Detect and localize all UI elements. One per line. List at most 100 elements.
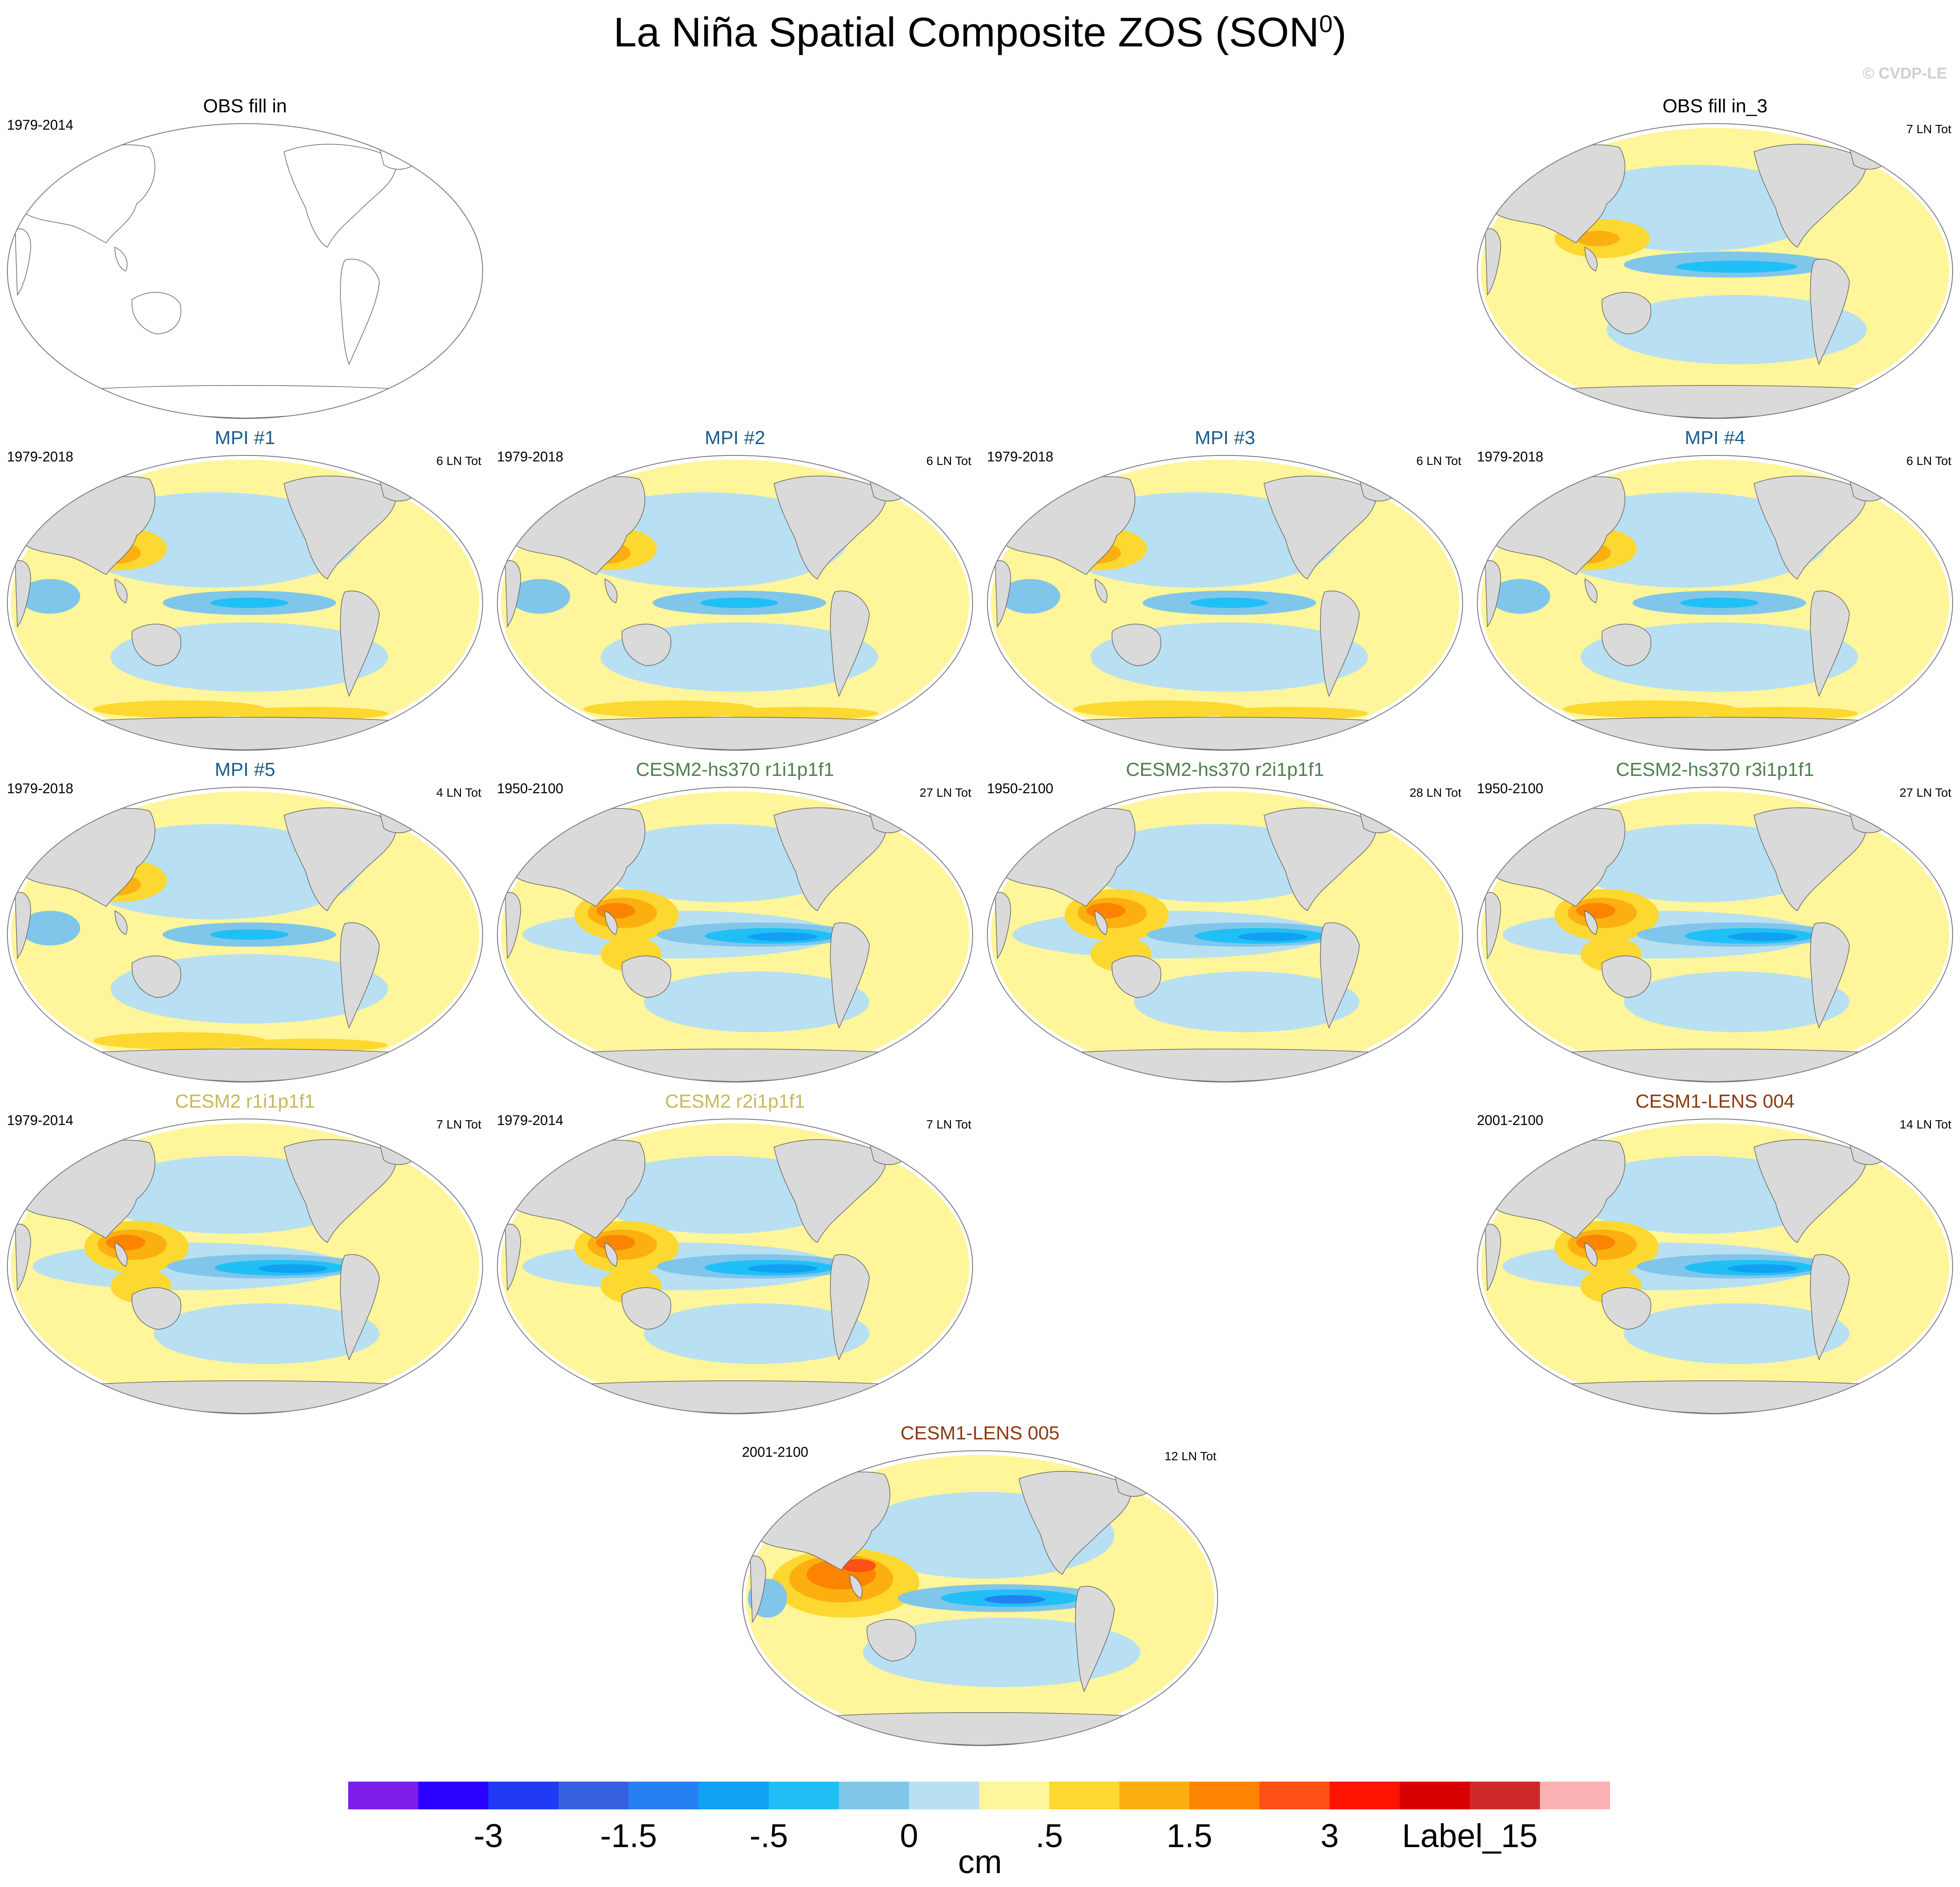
anomaly-contour: [1212, 707, 1368, 720]
anomaly-contour: [1190, 598, 1268, 608]
land-s-america: [340, 258, 380, 365]
land-s-america: [1810, 590, 1850, 697]
colorbar-swatch: [628, 1782, 699, 1809]
panel-title: MPI #2: [705, 427, 765, 448]
panel-event-count: 6 LN Tot: [1416, 454, 1461, 468]
map-border: [987, 787, 1463, 1082]
colorbar-tick-label: -1.5: [600, 1818, 657, 1854]
panel-years: 1979-2018: [1477, 449, 1544, 464]
land-se-asia: [849, 1573, 862, 1599]
map-field: [501, 791, 969, 1082]
land-s-america: [830, 922, 870, 1029]
map-field: [991, 460, 1459, 750]
anomaly-contour: [232, 1039, 388, 1052]
panel-years: 1950-2100: [497, 781, 564, 796]
map-projection: [1477, 123, 1953, 419]
map-field: [15, 142, 423, 419]
land-africa: [15, 892, 31, 960]
land-greenland: [869, 806, 913, 834]
map-border: [497, 1118, 973, 1414]
colorbar-swatch: [1189, 1782, 1260, 1809]
anomaly-contour: [20, 911, 80, 945]
map-border: [987, 455, 1463, 751]
anomaly-contour: [1728, 932, 1797, 941]
colorbar-swatch: [769, 1782, 840, 1809]
land-australia: [1601, 1287, 1651, 1330]
colorbar: [348, 1782, 1610, 1809]
panel-title: CESM2 r1i1p1f1: [175, 1091, 315, 1112]
panel-title: CESM2-hs370 r2i1p1f1: [1126, 759, 1324, 780]
land-greenland: [869, 1138, 913, 1165]
anomaly-contour: [748, 1264, 817, 1273]
land-australia: [621, 1287, 671, 1330]
land-australia: [131, 624, 181, 666]
anomaly-contour: [1702, 707, 1858, 720]
anomaly-contour: [1086, 903, 1125, 919]
panel-years: 1950-2100: [987, 781, 1054, 796]
land-africa: [1485, 892, 1501, 960]
map-projection: [7, 455, 483, 751]
anomaly-contour: [644, 1303, 869, 1364]
map-border: [7, 123, 483, 419]
anomaly-contour: [1607, 295, 1867, 364]
anomaly-contour: [644, 971, 869, 1032]
land-africa: [505, 1223, 521, 1292]
land-n-america: [1754, 1139, 1867, 1243]
anomaly-contour: [1676, 261, 1797, 273]
land-africa: [995, 560, 1011, 628]
anomaly-contour: [1576, 231, 1620, 246]
map-projection: [1477, 787, 1953, 1082]
land-se-asia: [604, 578, 617, 603]
colorbar-tick-label: -3: [474, 1818, 503, 1854]
land-antarctica: [805, 1712, 1155, 1746]
land-s-america: [1810, 258, 1850, 365]
panel-years: 1979-2018: [7, 449, 74, 464]
land-n-america: [1264, 475, 1377, 580]
panel-years: 1979-2014: [497, 1112, 564, 1128]
land-africa: [750, 1555, 766, 1623]
land-n-america: [1754, 144, 1867, 248]
map-panel-mpi1: MPI #1 1979-2018 6 LN Tot: [0, 427, 490, 761]
land-antarctica: [1540, 1049, 1890, 1082]
panel-event-count: 12 LN Tot: [1164, 1449, 1216, 1463]
land-se-asia: [114, 246, 127, 271]
land-australia: [621, 955, 671, 998]
panel-years: 1950-2100: [1477, 781, 1544, 796]
colorbar-swatch: [699, 1782, 769, 1809]
panel-event-count: 7 LN Tot: [436, 1118, 481, 1131]
colorbar-tick-label: 0: [900, 1818, 918, 1854]
map-field: [746, 1455, 1214, 1746]
map-projection: [1477, 1118, 1953, 1414]
anomaly-contour: [1134, 971, 1359, 1032]
colorbar-swatch: [909, 1782, 980, 1809]
map-border: [1477, 787, 1953, 1082]
land-africa: [15, 560, 31, 628]
panel-title: CESM1-LENS 005: [900, 1423, 1060, 1444]
panel-title: MPI #3: [1195, 427, 1255, 448]
map-panel-obs: OBS fill in 1979-2014: [0, 95, 490, 429]
map-panel-c2r2: CESM2 r2i1p1f1 1979-2014 7 LN Tot: [490, 1091, 980, 1425]
land-n-america: [774, 475, 887, 580]
land-n-america: [1264, 807, 1377, 912]
panel-event-count: 7 LN Tot: [1906, 122, 1951, 136]
panel-title: MPI #4: [1685, 427, 1745, 448]
panel-event-count: 28 LN Tot: [1409, 786, 1461, 799]
land-antarctica: [560, 1380, 910, 1414]
land-n-america: [1754, 807, 1867, 912]
anomaly-contour: [210, 598, 288, 608]
colorbar-tick-label: 3: [1320, 1818, 1339, 1854]
anomaly-contour: [1563, 700, 1737, 718]
land-s-america: [340, 1254, 380, 1360]
panel-event-count: 6 LN Tot: [1906, 454, 1951, 468]
colorbar-swatch: [1470, 1782, 1540, 1809]
colorbar-swatch: [1330, 1782, 1400, 1809]
land-greenland: [379, 1138, 423, 1165]
land-se-asia: [114, 910, 127, 935]
map-panel-l004: CESM1-LENS 004 2001-2100 14 LN Tot: [1470, 1091, 1960, 1425]
anomaly-contour: [93, 700, 267, 718]
land-se-asia: [604, 1242, 617, 1267]
panel-years: 1979-2018: [7, 781, 74, 796]
colorbar-swatch: [418, 1782, 489, 1809]
panel-title: OBS fill in_3: [1662, 95, 1768, 117]
map-panel-l005: CESM1-LENS 005 2001-2100 12 LN Tot: [735, 1423, 1225, 1756]
